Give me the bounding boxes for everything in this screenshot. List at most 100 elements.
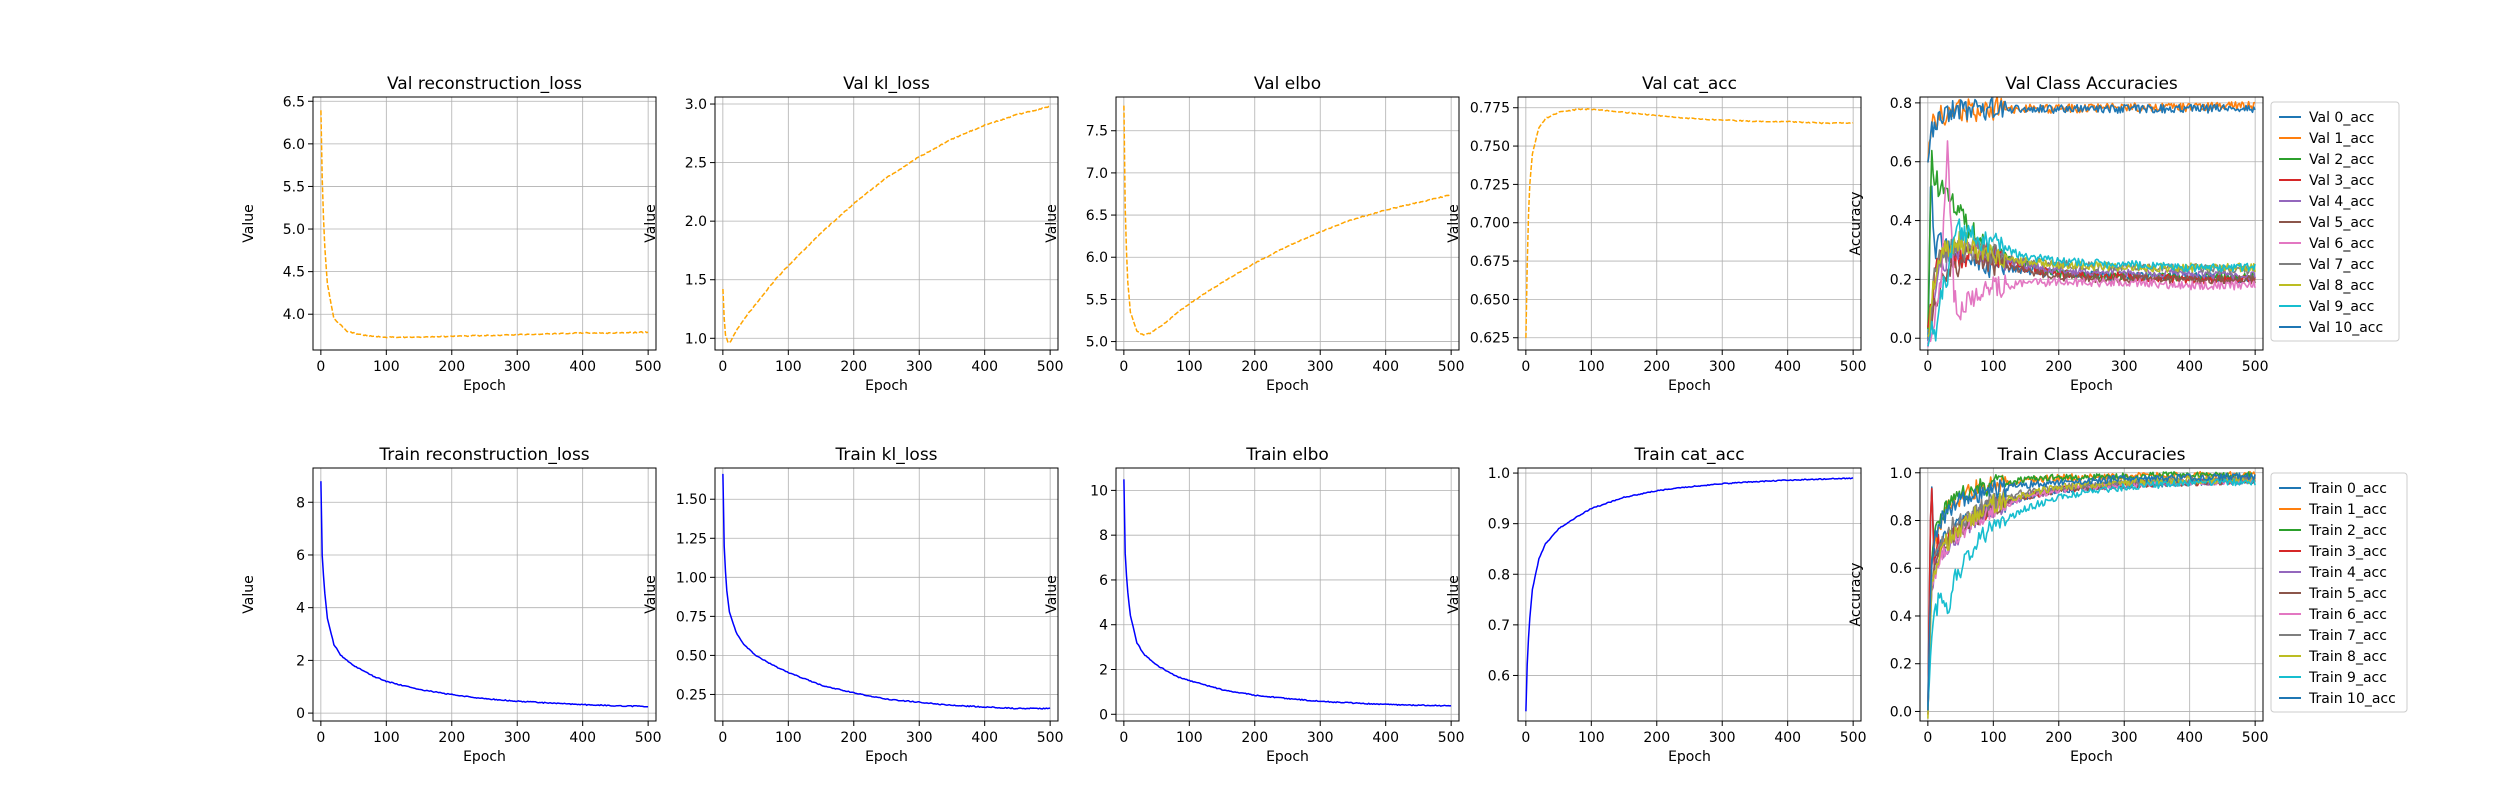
x-tick-label: 0 (1119, 730, 1128, 746)
series-group (1927, 97, 2256, 348)
series-line-Val-10_acc (1927, 97, 2256, 163)
series-group (320, 110, 649, 339)
val_cat-panel: 0 100 200 300 400 500 0.625 0.650 0.675 0.700 0.72… (1446, 74, 1867, 394)
x-tick-label: 500 (1840, 730, 1867, 746)
series-line-Val-cat_acc (1525, 108, 1854, 338)
x-tick-label: 300 (906, 359, 933, 375)
x-tick-label: 100 (1176, 730, 1203, 746)
y-tick-label: 0.0 (1890, 704, 1912, 720)
val_recon-panel: 0 100 200 300 400 500 4.0 4.5 5.0 5.5 6.0 6.5 Val re… (241, 74, 662, 394)
legend-entry: Val 9_acc (2309, 299, 2374, 315)
x-axis-label: Epoch (1668, 378, 1711, 394)
y-axis-label: Value (643, 575, 659, 613)
series-line-Val-reconstruction_loss (320, 110, 649, 339)
panel-title: Train cat_acc (1633, 445, 1744, 465)
x-tick-label: 400 (1372, 730, 1399, 746)
x-tick-label: 200 (1643, 730, 1670, 746)
x-tick-label: 300 (906, 730, 933, 746)
legend-entry: Val 0_acc (2309, 110, 2374, 126)
legend-entry: Train 2_acc (2308, 523, 2387, 539)
x-axis-label: Epoch (463, 378, 506, 394)
panel-title: Val cat_acc (1642, 74, 1737, 94)
axes-frame (1517, 467, 1862, 722)
x-tick-label: 200 (438, 359, 465, 375)
y-tick-label: 2.5 (685, 156, 707, 172)
x-tick-label: 100 (373, 730, 400, 746)
y-tick-label: 4 (296, 601, 305, 617)
legend-entry: Train 9_acc (2308, 670, 2387, 686)
x-tick-label: 400 (2176, 359, 2203, 375)
y-tick-label: 2 (1099, 663, 1108, 679)
y-axis-label: Value (1446, 575, 1462, 613)
legend-entry: Val 3_acc (2309, 173, 2374, 189)
panel-title: Val reconstruction_loss (387, 74, 582, 94)
axes-frame (312, 96, 657, 351)
train_elbo-panel: 0 100 200 300 400 500 0 2 4 6 8 10 Train elbo Epoch Va… (1044, 445, 1465, 765)
x-tick-label: 300 (1307, 730, 1334, 746)
legend-entry: Train 7_acc (2308, 628, 2387, 644)
y-tick-label: 0.25 (676, 687, 707, 703)
val_elbo-panel: 0 100 200 300 400 500 5.0 5.5 6.0 6.5 7.0 7.5 Val el… (1044, 74, 1465, 394)
y-axis-label: Value (241, 204, 257, 242)
legend-entry: Train 8_acc (2308, 649, 2387, 665)
y-tick-label: 0.700 (1470, 216, 1510, 232)
x-tick-label: 500 (1037, 359, 1064, 375)
x-tick-label: 100 (1980, 730, 2007, 746)
y-tick-label: 0.750 (1470, 139, 1510, 155)
x-tick-label: 100 (775, 359, 802, 375)
y-tick-label: 5.0 (1086, 335, 1108, 351)
x-tick-label: 400 (971, 359, 998, 375)
x-tick-label: 400 (2176, 730, 2203, 746)
train_class-panel: 0 100 200 300 400 500 0.0 0.2 0.4 0.6 0.8 1.0 Train … (1848, 445, 2408, 765)
panel-title: Train elbo (1245, 445, 1329, 465)
x-tick-label: 0 (1923, 359, 1932, 375)
series-group (1525, 477, 1854, 712)
y-tick-label: 0.650 (1470, 292, 1510, 308)
axes-frame (1919, 96, 2264, 351)
y-tick-label: 1.0 (685, 331, 707, 347)
y-axis-label: Value (241, 575, 257, 613)
axes-frame (714, 467, 1059, 722)
y-tick-label: 4.0 (283, 307, 305, 323)
x-tick-label: 200 (438, 730, 465, 746)
legend-entry: Val 1_acc (2309, 131, 2374, 147)
y-tick-label: 0.0 (1890, 331, 1912, 347)
y-axis-label: Accuracy (1848, 563, 1864, 627)
y-tick-label: 8 (1099, 528, 1108, 544)
y-tick-label: 0.8 (1488, 567, 1510, 583)
legend-box (2270, 472, 2408, 713)
y-tick-label: 0 (1099, 707, 1108, 723)
legend-entry: Val 8_acc (2309, 278, 2374, 294)
y-axis-label: Value (1044, 204, 1060, 242)
legend-entry: Train 10_acc (2308, 691, 2396, 707)
series-line-Train-reconstruction_loss (320, 481, 649, 708)
x-tick-label: 400 (971, 730, 998, 746)
x-tick-label: 500 (1438, 359, 1465, 375)
series-group (1123, 479, 1452, 707)
x-tick-label: 500 (1840, 359, 1867, 375)
series-line-Train-8_acc (1927, 475, 2256, 719)
series-line-Val-6_acc (1927, 140, 2256, 348)
series-line-Val-elbo (1123, 105, 1452, 336)
series-line-Train-cat_acc (1525, 477, 1854, 712)
y-tick-label: 0.4 (1890, 609, 1912, 625)
y-tick-label: 5.5 (283, 179, 305, 195)
x-axis-label: Epoch (865, 378, 908, 394)
y-tick-label: 0.50 (676, 648, 707, 664)
series-line-Val-9_acc (1927, 218, 2256, 347)
x-tick-label: 300 (504, 730, 531, 746)
panel-title: Train kl_loss (834, 445, 937, 465)
legend-entry: Val 5_acc (2309, 215, 2374, 231)
panel-title: Val Class Accuracies (2005, 74, 2178, 94)
x-axis-label: Epoch (1266, 749, 1309, 765)
y-tick-label: 0.6 (1488, 668, 1510, 684)
x-tick-label: 500 (1037, 730, 1064, 746)
x-tick-label: 200 (840, 359, 867, 375)
y-tick-label: 1.50 (676, 492, 707, 508)
y-tick-label: 0 (296, 706, 305, 722)
y-axis-label: Value (643, 204, 659, 242)
x-tick-label: 100 (1980, 359, 2007, 375)
x-tick-label: 400 (569, 359, 596, 375)
panel-title: Train Class Accuracies (1997, 445, 2186, 465)
